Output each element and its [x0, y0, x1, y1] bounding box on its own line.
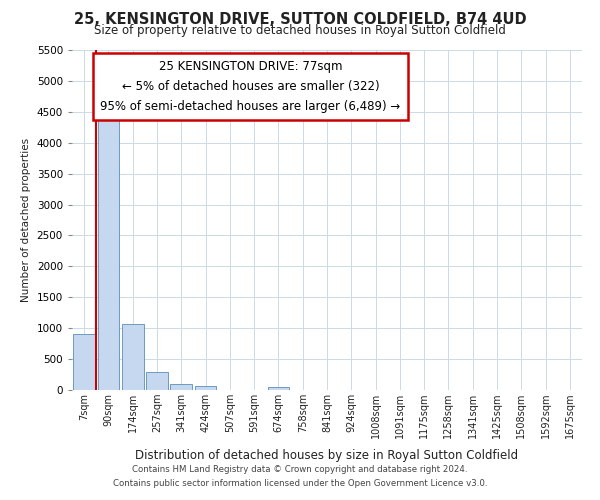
Bar: [268, 387, 289, 390]
Y-axis label: Number of detached properties: Number of detached properties: [21, 138, 31, 302]
Bar: [73, 334, 95, 390]
Text: 25, KENSINGTON DRIVE, SUTTON COLDFIELD, B74 4UD: 25, KENSINGTON DRIVE, SUTTON COLDFIELD, …: [74, 12, 526, 26]
X-axis label: Distribution of detached houses by size in Royal Sutton Coldfield: Distribution of detached houses by size …: [136, 450, 518, 462]
Bar: [97, 108, 119, 390]
Text: 25 KENSINGTON DRIVE: 77sqm
← 5% of detached houses are smaller (322)
95% of semi: 25 KENSINGTON DRIVE: 77sqm ← 5% of detac…: [100, 60, 401, 113]
Bar: [146, 372, 168, 390]
Text: Contains HM Land Registry data © Crown copyright and database right 2024.
Contai: Contains HM Land Registry data © Crown c…: [113, 466, 487, 487]
Bar: [122, 324, 143, 390]
Bar: [170, 384, 192, 390]
Text: Size of property relative to detached houses in Royal Sutton Coldfield: Size of property relative to detached ho…: [94, 24, 506, 37]
Bar: [194, 386, 217, 390]
